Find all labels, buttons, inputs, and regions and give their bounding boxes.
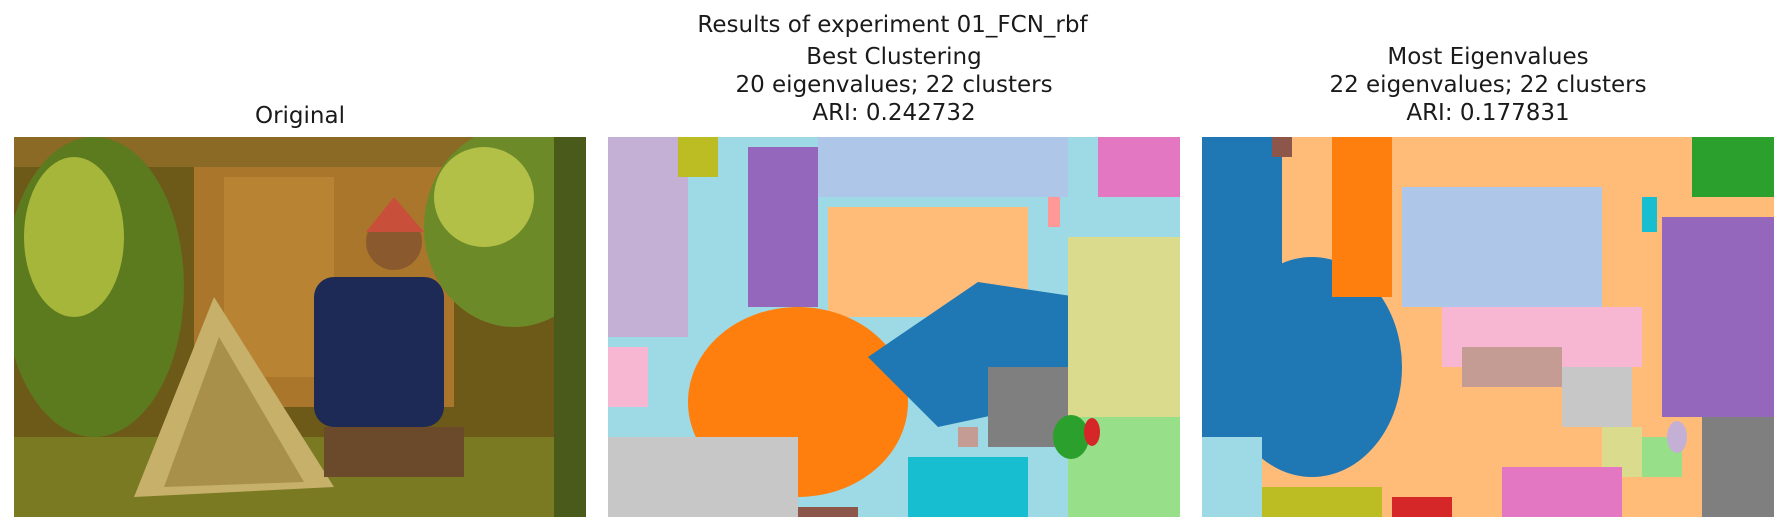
original-photo [14,137,586,517]
panel-title-best-clustering: Best Clustering 20 eigenvalues; 22 clust… [608,43,1180,127]
most-eigenvalues-image [1202,137,1774,517]
figure-title: Results of experiment 01_FCN_rbf [697,12,1088,38]
panel-title-line: Best Clustering [806,44,982,70]
panel-title-line: ARI: 0.242732 [812,100,976,126]
panel-title-line: Original [254,103,345,129]
panel-title-most-eigenvalues: Most Eigenvalues 22 eigenvalues; 22 clus… [1202,43,1774,127]
panel-title-line: Most Eigenvalues [1387,44,1589,70]
panel-title-original: Original [14,102,586,130]
best-clustering-segmentation [608,137,1180,517]
best-clustering-image [608,137,1180,517]
panel-title-line: 22 eigenvalues; 22 clusters [1329,72,1647,98]
panel-title-line: 20 eigenvalues; 22 clusters [735,72,1053,98]
panel-title-line: ARI: 0.177831 [1406,100,1570,126]
most-eigenvalues-segmentation [1202,137,1774,517]
original-image [14,137,586,517]
